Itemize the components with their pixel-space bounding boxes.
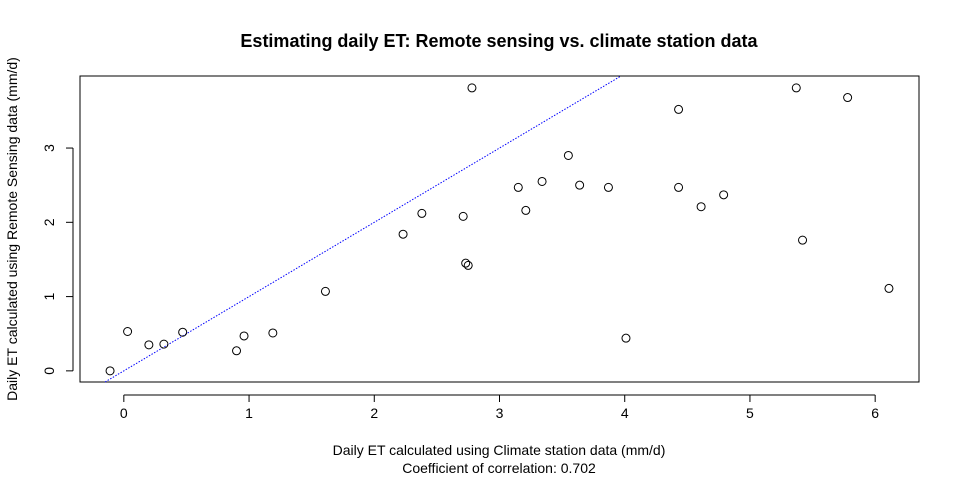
x-axis-sublabel: Coefficient of correlation: 0.702 — [402, 460, 596, 476]
reference-line-layer — [104, 75, 622, 383]
x-axis: 0 1 2 3 4 5 6 — [120, 394, 879, 421]
chart-title: Estimating daily ET: Remote sensing vs. … — [240, 31, 758, 51]
data-point-23 — [674, 182, 684, 192]
data-point-9 — [398, 229, 408, 239]
data-point-2 — [144, 340, 154, 350]
data-point-21 — [621, 333, 631, 343]
x-tick-label-1: 1 — [245, 405, 253, 421]
y-tick-label-1: 1 — [41, 292, 57, 300]
plot-frame — [79, 75, 920, 383]
data-point-28 — [843, 93, 853, 103]
data-point-13 — [463, 260, 473, 270]
data-points — [105, 83, 894, 376]
x-tick-label-3: 3 — [496, 405, 504, 421]
data-point-24 — [696, 202, 706, 212]
data-point-26 — [791, 83, 801, 93]
data-point-27 — [798, 235, 808, 245]
data-point-0 — [105, 366, 115, 376]
y-tick-label-0: 0 — [41, 367, 57, 375]
data-point-19 — [575, 180, 585, 190]
data-point-4 — [178, 327, 188, 337]
y-axis: 0 1 2 3 — [41, 144, 74, 375]
y-tick-label-3: 3 — [41, 144, 57, 152]
x-tick-label-0: 0 — [120, 405, 128, 421]
data-point-18 — [563, 150, 573, 160]
x-tick-label-5: 5 — [746, 405, 754, 421]
data-point-16 — [521, 205, 531, 215]
data-point-6 — [239, 331, 249, 341]
data-point-3 — [159, 339, 169, 349]
x-tick-label-2: 2 — [370, 405, 378, 421]
data-point-22 — [674, 104, 684, 114]
data-point-17 — [537, 176, 547, 186]
data-point-25 — [719, 190, 729, 200]
data-point-5 — [232, 346, 242, 356]
data-point-29 — [884, 283, 894, 293]
data-point-7 — [268, 328, 278, 338]
data-point-8 — [320, 286, 330, 296]
data-point-11 — [458, 211, 468, 221]
y-axis-label: Daily ET calculated using Remote Sensing… — [4, 57, 20, 401]
data-point-15 — [513, 182, 523, 192]
x-tick-label-4: 4 — [621, 405, 629, 421]
data-point-12 — [461, 258, 471, 268]
data-point-1 — [123, 326, 133, 336]
y-tick-label-2: 2 — [41, 218, 57, 226]
reference-line — [104, 75, 622, 383]
x-axis-label: Daily ET calculated using Climate statio… — [333, 442, 666, 458]
data-point-20 — [603, 182, 613, 192]
data-point-10 — [417, 208, 427, 218]
x-tick-label-6: 6 — [871, 405, 879, 421]
data-point-14 — [467, 83, 477, 93]
